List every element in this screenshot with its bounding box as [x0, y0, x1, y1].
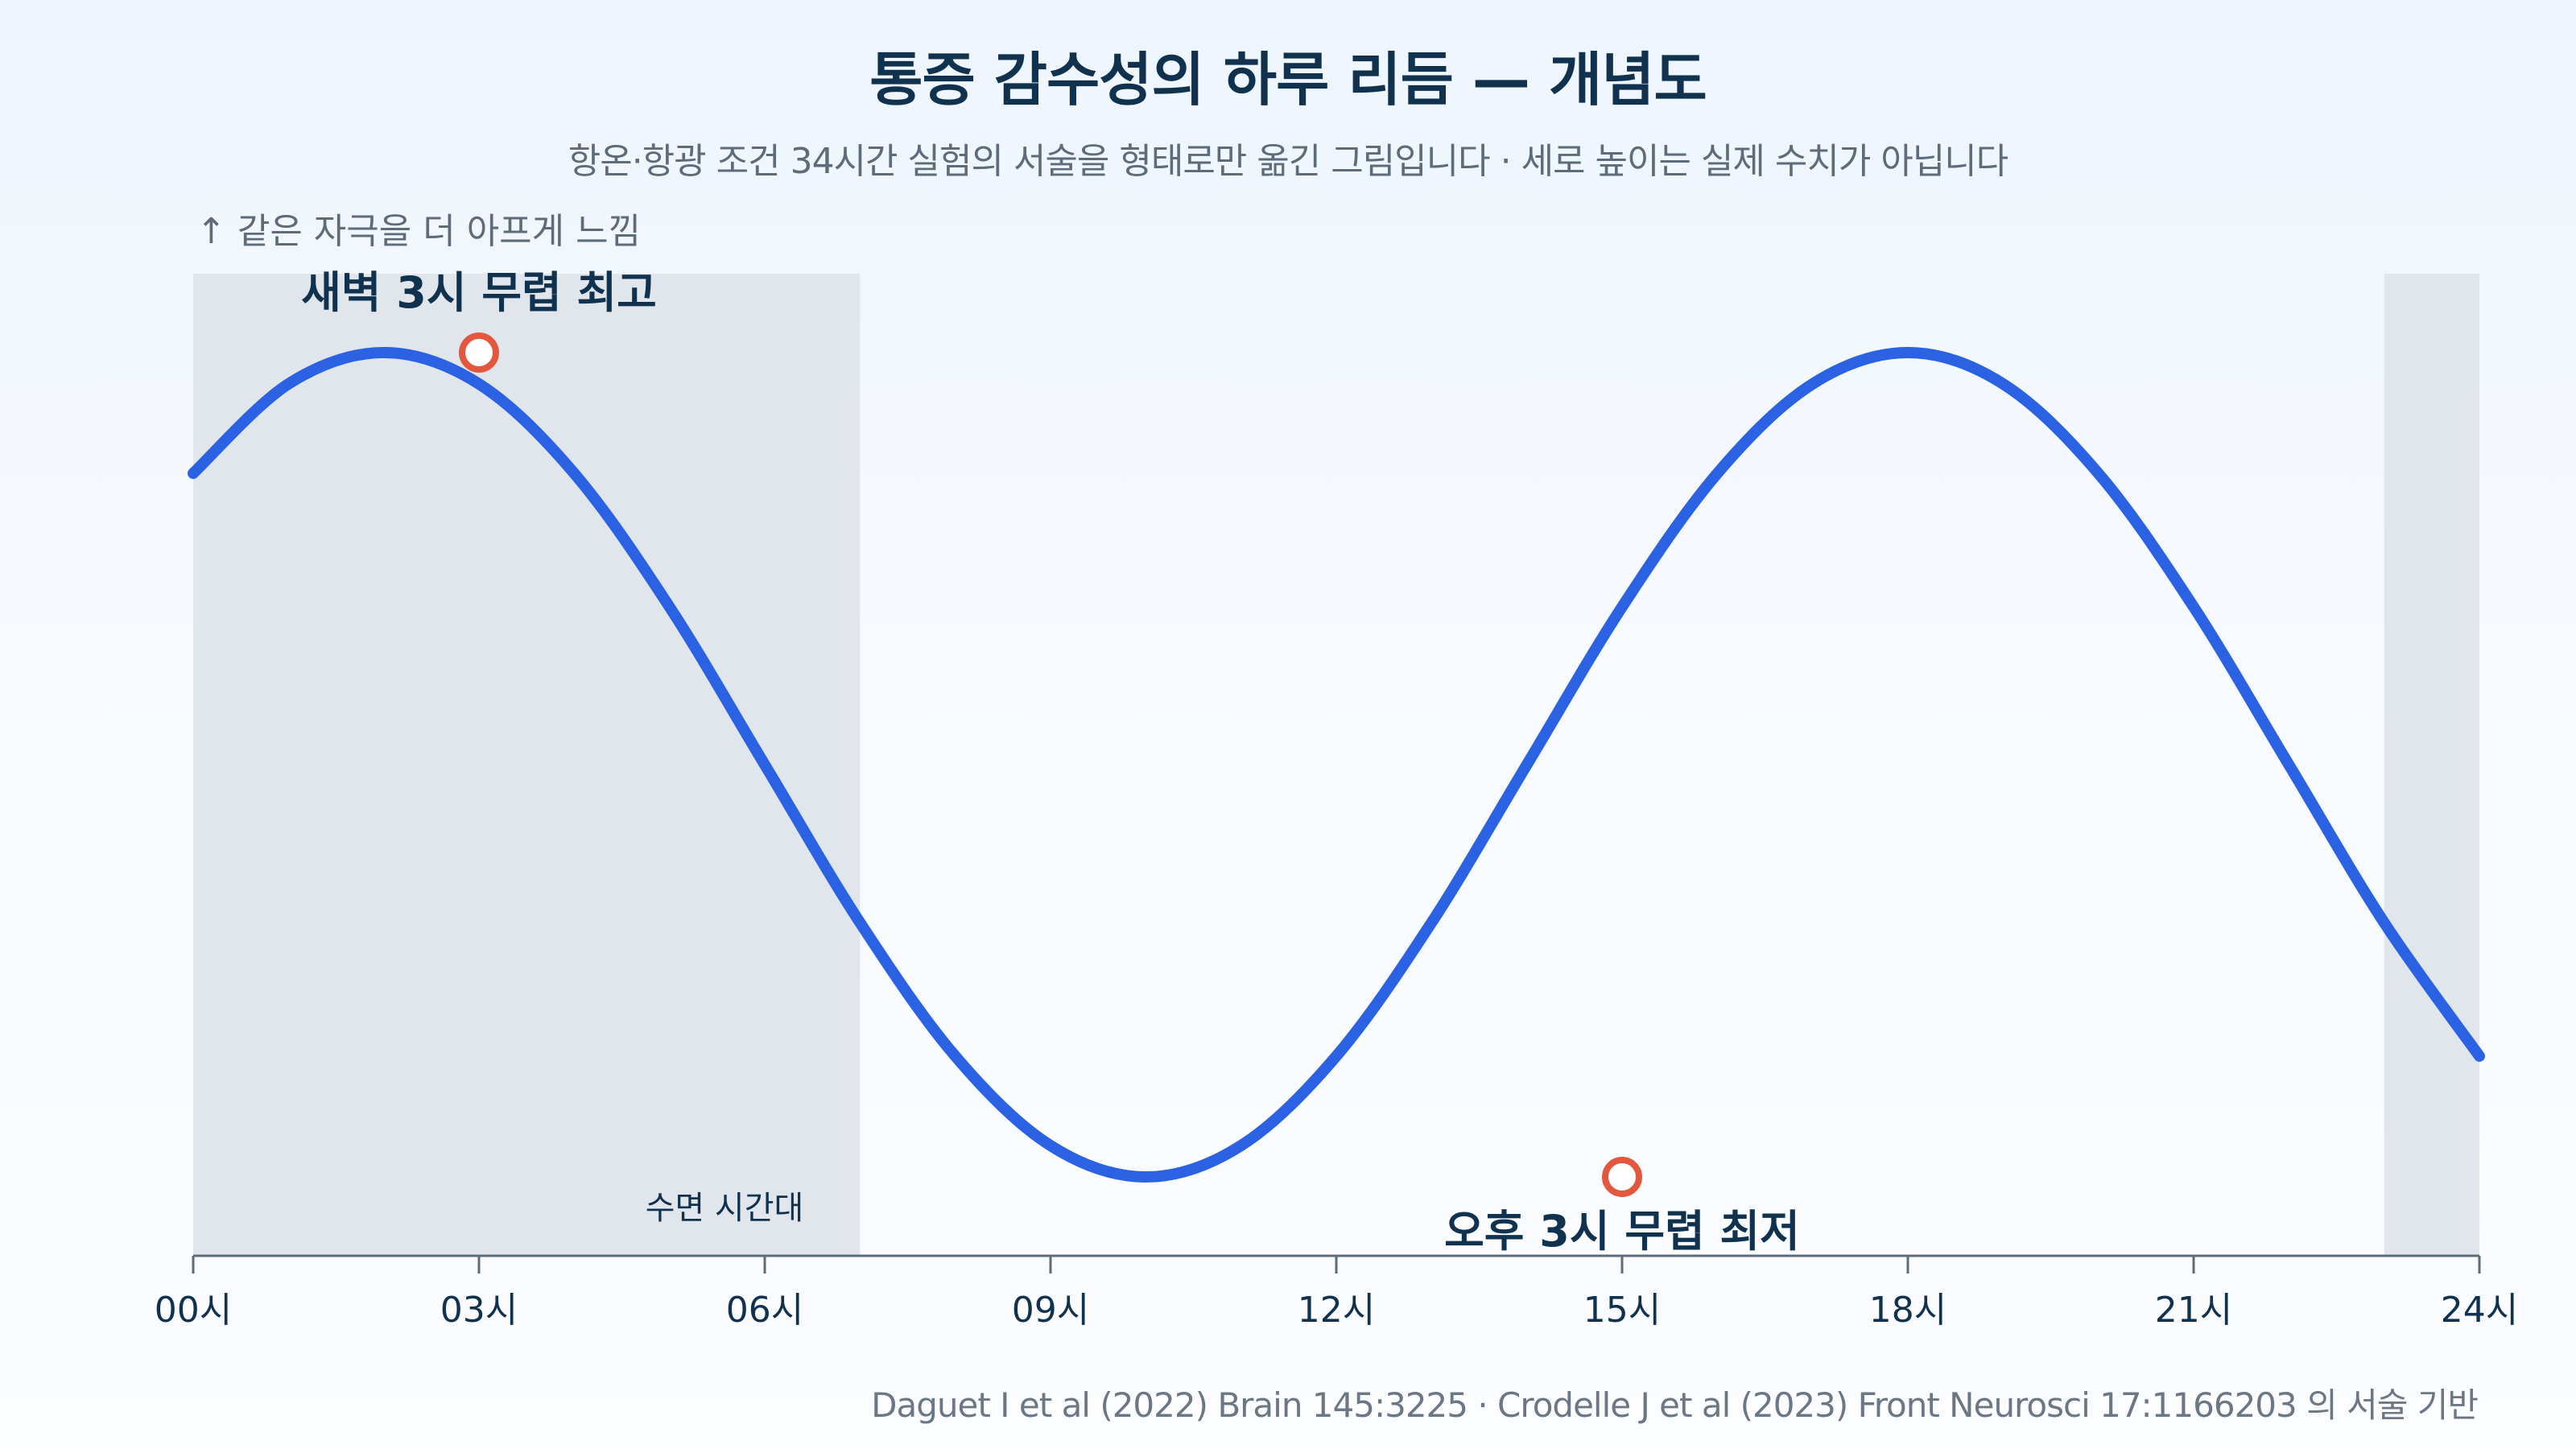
sleep-band-1 [2384, 274, 2479, 1256]
chart-subtitle: 항온·항광 조건 34시간 실험의 서술을 형태로만 옮긴 그림입니다 · 세로… [568, 141, 2009, 182]
source-note: Daguet I et al (2022) Brain 145:3225 · C… [871, 1385, 2479, 1425]
peak-label: 새벽 3시 무렵 최고 [301, 267, 657, 318]
curve-layer [188, 347, 2485, 1183]
band-label-0: 수면 시간대 [646, 1190, 804, 1227]
y-axis-label: ↑ 같은 자극을 더 아프게 느낌 [196, 211, 641, 252]
x-tick-label-1: 03시 [440, 1290, 518, 1331]
trough-label: 오후 3시 무렵 최저 [1444, 1206, 1800, 1257]
x-tick-label-2: 06시 [726, 1290, 803, 1331]
sleep-band-0 [193, 274, 861, 1256]
x-tick-label-3: 09시 [1012, 1290, 1089, 1331]
x-tick-label-5: 15시 [1583, 1290, 1661, 1331]
x-tick-label-8: 24시 [2441, 1290, 2518, 1331]
chart-title: 통증 감수성의 하루 리듬 — 개념도 [869, 46, 1707, 114]
bands-layer: 수면 시간대 [193, 274, 2479, 1256]
x-tick-label-6: 18시 [1869, 1290, 1946, 1331]
x-tick-label-4: 12시 [1298, 1290, 1375, 1331]
x-tick-label-7: 21시 [2155, 1290, 2232, 1331]
trough-marker [1602, 1157, 1642, 1197]
axis-layer: 00시 03시 06시 09시 12시 15시 18시 21시 24시 [155, 1254, 2518, 1331]
rhythm-curve [188, 347, 2485, 1183]
x-tick-label-0: 00시 [155, 1290, 232, 1331]
peak-marker [459, 332, 499, 373]
